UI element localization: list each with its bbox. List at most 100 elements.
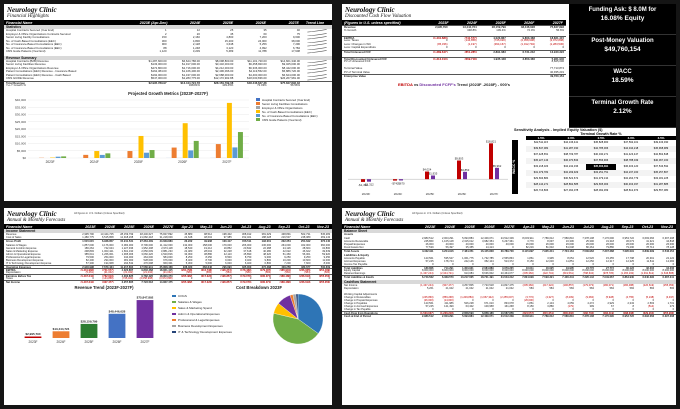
company-title: Neurology Clinic — [345, 6, 395, 14]
cell-value: (1,389,647) — [433, 50, 448, 54]
table-row: CMS Guide Patients (Year End) 1,120 3,209 5… — [4, 50, 332, 54]
balance-sheet-panel: Neurology Clinic Annual & Monthly Foreca… — [342, 208, 676, 405]
cell-value: 12,317 — [606, 260, 614, 263]
cell-value: 30,789,700 — [500, 249, 514, 252]
table-row: Working Capital Adjustments — [342, 293, 676, 296]
cell-value: (584) — [225, 271, 232, 274]
table-row: Terminal Value 77,713,874 — [342, 67, 566, 71]
row-label: Revenue — [344, 26, 356, 29]
cell-value: (1,437,244) — [420, 284, 434, 287]
cell-value: 13,940,322 — [550, 50, 565, 54]
cell-value: 381,029 — [261, 233, 272, 236]
cell-value: 1,248 — [192, 46, 200, 50]
growth-bar — [55, 156, 61, 158]
header-col: 2024E — [444, 224, 456, 229]
cell-value: 9,250 — [284, 256, 291, 259]
cell-value: 8,400 — [185, 259, 193, 262]
cell-value: 46,622 — [302, 250, 311, 253]
cell-value: (4,327) — [545, 296, 554, 299]
cell-value: 399 — [589, 305, 594, 308]
row-label — [342, 53, 420, 57]
cell-value: (1,646,865) — [660, 272, 675, 275]
cell-value: 7,704,164 — [562, 249, 574, 252]
cell-value: (216,738) — [200, 269, 212, 271]
cell-value: 8,500 — [225, 256, 232, 259]
cell-value: 20 — [196, 32, 200, 36]
card-label: WACC — [613, 69, 632, 75]
sensitivity-title: Sensitivity Analysis - Implied Equity Va… — [514, 128, 603, 132]
cell-value: 584 — [529, 287, 534, 290]
table-row: Change in Tax Payable 0 0 0 0 0 0 0 0 0 0 0 0 0 — [342, 308, 676, 311]
cell-value: $26,267,981.00 — [280, 77, 300, 80]
cell-value: 5,261 — [427, 287, 434, 290]
cell-value: 7,580,810 — [562, 315, 574, 317]
cell-value: (180,071) — [602, 284, 614, 287]
cell-value: 56.6% — [556, 28, 565, 32]
cell-value — [537, 32, 566, 36]
cell-value: $9,025,000.00 — [282, 63, 300, 66]
row-label: IT & Technology Development Expense — [6, 262, 52, 265]
cell-value: 5,093,884 — [462, 236, 474, 240]
cell-value: 22,480 — [184, 250, 193, 253]
cost-pie-chart — [272, 293, 324, 345]
cell-value: 40,000 — [485, 242, 494, 246]
sens-cell: $31,379,134 — [593, 177, 609, 180]
cell-value: 109.4% — [496, 28, 506, 32]
row-label: Less: Changes in WC — [344, 42, 372, 46]
revenue-bar — [108, 313, 126, 338]
cell-value: (205,382) — [181, 275, 193, 277]
cell-value: (2,344,721) — [440, 272, 454, 275]
row-label: Hospital Contracts (B2B) Revenue — [6, 59, 49, 63]
cell-value: 78,128 — [666, 245, 675, 249]
sheet-subtitle: Annual & Monthly Forecasts — [345, 218, 404, 223]
revenue-bar — [136, 300, 154, 338]
row-label: Change in Tax Payable — [344, 308, 371, 311]
cell-value: 1,861 — [527, 257, 534, 260]
table-row: Income Tax Payable 0 0 0 0 0 0 0 0 0 0 0 0 0 — [342, 263, 676, 266]
growth-bar — [171, 147, 177, 158]
row-label: Employer & Office Organizations Contract… — [6, 32, 71, 36]
row-label: Total Discounted Unlevered FCF — [344, 57, 387, 61]
row-label: CMS GUIDE Revenue — [6, 77, 34, 80]
legend-label: Sales & Marketing Spend — [178, 306, 212, 310]
trend-sparkline — [302, 29, 332, 33]
table-row: Enterprise Value 49,760,154 — [342, 74, 566, 78]
cell-value: 228,030 — [182, 266, 193, 268]
cell-value: (584) — [304, 271, 311, 274]
cell-value: (255,053) — [318, 275, 331, 277]
title-trend: Trend (2023F -2028F) - 000's — [455, 81, 511, 87]
cell-value: 6,397,208 — [662, 236, 675, 240]
cell-value: 9,250 — [303, 256, 311, 259]
cell-value: $6,624,000.00 — [282, 73, 300, 77]
table-row: Change in Accrued Expenses 57,245 121,499 6… — [342, 305, 676, 308]
row-label: Total Unlevered FCF — [344, 50, 371, 54]
cell-value: 8,054 — [567, 257, 574, 260]
statistics-table: Hospital Contracts Secured (Year End) 1 12… — [4, 29, 332, 54]
header-col: Sep-23 — [278, 224, 291, 229]
cell-value: 16,306 — [565, 239, 574, 243]
cell-value: 26,000 — [646, 242, 655, 246]
table-row: Equity Capital 8,000,000 8,000,000 8,000,00… — [342, 269, 676, 272]
cell-value: 77,539 — [425, 245, 434, 249]
cell-value: 8,000,000 — [562, 269, 574, 272]
cell-value: 40,280 — [263, 250, 272, 253]
cell-value: 1,227,936 — [121, 247, 134, 250]
cell-value: (1,312,013) — [433, 57, 448, 61]
cell-value: (178,489) — [240, 269, 252, 271]
cell-value: 0 — [612, 263, 614, 266]
cell-value: $547,000.00 — [150, 77, 167, 80]
header-col: 2024E — [189, 20, 201, 25]
cell-value: 8,000,000 — [582, 269, 594, 272]
cell-value: 9,803,468 — [522, 36, 535, 40]
cell-value: 3,079,235 — [502, 267, 514, 269]
cell-value: $1,917,000.00 — [182, 63, 200, 66]
cell-value: 18,540 — [184, 247, 193, 250]
cell-value: 8,003,911 — [522, 315, 534, 317]
cell-value: 2,084,889 — [482, 267, 494, 269]
cell-value: 0 — [562, 46, 565, 49]
revenue-trend-title: Revenue Trend (2023F-2027F) — [74, 285, 134, 290]
ebitda-bar — [489, 143, 493, 180]
growth-bar — [94, 150, 100, 158]
cell-value: 1,691,190 — [121, 250, 134, 253]
cell-value: (741,577) — [464, 36, 477, 40]
